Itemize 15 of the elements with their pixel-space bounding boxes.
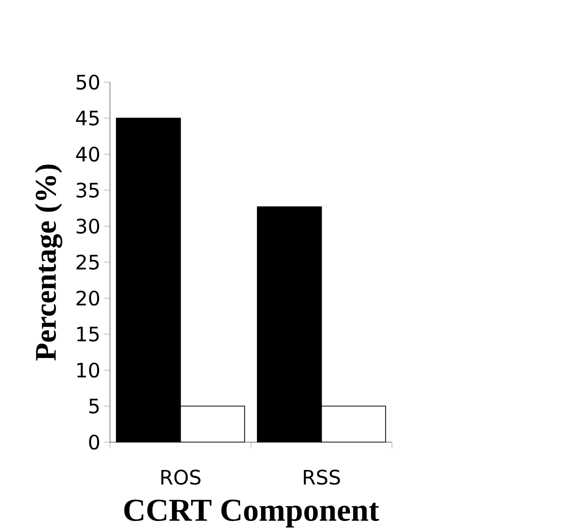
y-tick-label: 10 [77, 362, 100, 378]
y-axis-title: Percentage (%) [34, 164, 62, 361]
y-tick-label: 30 [76, 218, 100, 234]
y-tick-label: 0 [89, 434, 100, 450]
y-tick-label: 5 [89, 398, 99, 414]
y-tick-label: 35 [76, 182, 99, 198]
x-tick-label: ROS [161, 470, 200, 485]
y-tick-label: 20 [76, 290, 100, 306]
y-tick-label: 40 [76, 146, 100, 162]
y-tick-label: 50 [76, 74, 100, 90]
y-tick-label: 15 [77, 326, 99, 342]
y-tick-label: 25 [76, 254, 99, 270]
x-tick-label: RSS [304, 470, 340, 485]
x-axis-title: CCRT Component [124, 500, 380, 528]
y-tick-label: 45 [76, 110, 99, 126]
